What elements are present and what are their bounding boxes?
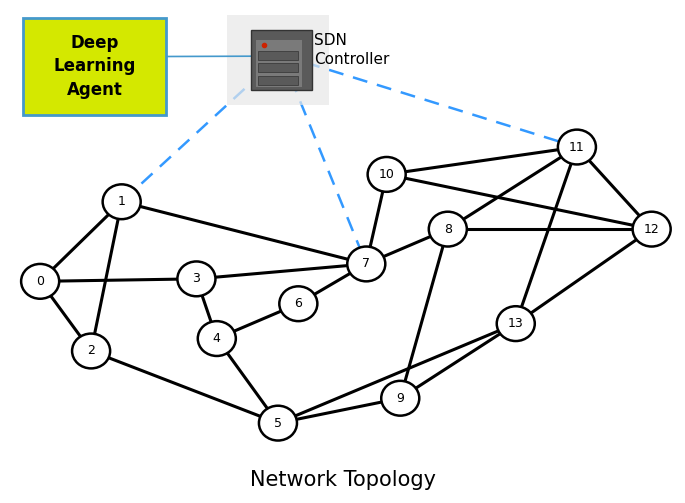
Ellipse shape bbox=[558, 130, 596, 164]
Ellipse shape bbox=[429, 212, 467, 246]
Text: 5: 5 bbox=[274, 416, 282, 430]
Ellipse shape bbox=[259, 406, 297, 441]
FancyBboxPatch shape bbox=[258, 76, 298, 85]
FancyBboxPatch shape bbox=[258, 51, 298, 60]
Ellipse shape bbox=[198, 321, 236, 356]
FancyBboxPatch shape bbox=[23, 18, 166, 115]
Text: 10: 10 bbox=[379, 168, 395, 181]
Text: SDN
Controller: SDN Controller bbox=[314, 33, 389, 67]
Ellipse shape bbox=[103, 184, 140, 219]
Ellipse shape bbox=[368, 157, 406, 192]
Ellipse shape bbox=[497, 306, 535, 341]
FancyBboxPatch shape bbox=[227, 15, 329, 105]
Text: 12: 12 bbox=[644, 223, 660, 235]
Text: 3: 3 bbox=[192, 272, 200, 285]
Ellipse shape bbox=[72, 333, 110, 368]
FancyBboxPatch shape bbox=[258, 63, 298, 72]
Ellipse shape bbox=[21, 264, 59, 299]
Text: 8: 8 bbox=[444, 223, 452, 235]
Text: 0: 0 bbox=[36, 275, 44, 288]
Text: 6: 6 bbox=[295, 297, 302, 310]
Ellipse shape bbox=[633, 212, 671, 246]
Text: 13: 13 bbox=[508, 317, 523, 330]
Text: Network Topology: Network Topology bbox=[249, 470, 436, 490]
Text: 11: 11 bbox=[569, 140, 585, 153]
FancyBboxPatch shape bbox=[256, 40, 302, 88]
Text: 9: 9 bbox=[397, 392, 404, 405]
Text: Deep
Learning
Agent: Deep Learning Agent bbox=[53, 34, 136, 99]
Text: 1: 1 bbox=[118, 195, 125, 208]
Ellipse shape bbox=[279, 286, 317, 321]
Ellipse shape bbox=[177, 262, 216, 296]
Text: 7: 7 bbox=[362, 258, 371, 271]
Ellipse shape bbox=[347, 246, 385, 281]
Text: 2: 2 bbox=[87, 345, 95, 358]
Text: 4: 4 bbox=[213, 332, 221, 345]
Ellipse shape bbox=[382, 381, 419, 415]
FancyBboxPatch shape bbox=[251, 30, 312, 90]
